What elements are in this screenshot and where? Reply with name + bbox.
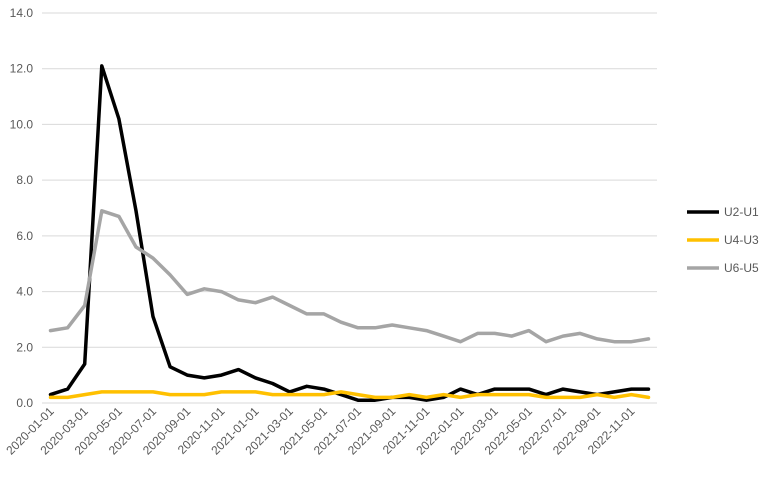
x-axis-ticks: 2020-01-012020-03-012020-05-012020-07-01… bbox=[3, 404, 637, 458]
y-tick-label: 14.0 bbox=[10, 6, 34, 20]
series-line-u4-u3 bbox=[48, 390, 651, 400]
y-tick-label: 12.0 bbox=[10, 62, 34, 76]
gridlines bbox=[42, 12, 657, 348]
legend: U2-U1 U4-U3 U6-U5 bbox=[687, 205, 759, 275]
y-axis-ticks: 0.0 2.0 4.0 6.0 8.0 10.0 12.0 14.0 bbox=[10, 6, 34, 410]
legend-label: U2-U1 bbox=[724, 205, 759, 219]
legend-label: U4-U3 bbox=[724, 233, 759, 247]
y-tick-label: 0.0 bbox=[16, 396, 33, 410]
y-tick-label: 2.0 bbox=[16, 340, 33, 354]
y-tick-label: 4.0 bbox=[16, 285, 33, 299]
series-lines bbox=[48, 64, 651, 402]
y-tick-label: 6.0 bbox=[16, 229, 33, 243]
series-line-u2-u1 bbox=[48, 64, 651, 402]
y-tick-label: 10.0 bbox=[10, 117, 34, 131]
legend-label: U6-U5 bbox=[724, 261, 759, 275]
series-line-u6-u5 bbox=[48, 209, 651, 344]
y-tick-label: 8.0 bbox=[16, 173, 33, 187]
